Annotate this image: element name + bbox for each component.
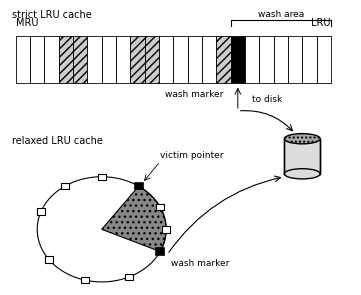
- Bar: [156, 204, 164, 210]
- Bar: [302, 37, 317, 83]
- Text: strict LRU cache: strict LRU cache: [12, 10, 92, 20]
- Text: victim pointer: victim pointer: [160, 151, 224, 160]
- Bar: [274, 37, 288, 83]
- Text: relaxed LRU cache: relaxed LRU cache: [12, 136, 103, 146]
- Bar: [162, 226, 170, 232]
- Bar: [37, 208, 45, 214]
- Bar: [159, 37, 173, 83]
- Bar: [317, 37, 331, 83]
- Bar: [98, 173, 106, 180]
- Bar: [288, 37, 302, 83]
- Bar: [30, 37, 44, 83]
- Bar: [81, 277, 89, 283]
- Bar: [44, 37, 59, 83]
- Bar: [259, 37, 274, 83]
- Ellipse shape: [284, 134, 320, 144]
- Bar: [130, 37, 145, 83]
- Bar: [59, 37, 73, 83]
- Text: MRU: MRU: [16, 18, 38, 28]
- Bar: [188, 37, 202, 83]
- Bar: [173, 37, 188, 83]
- Bar: [116, 37, 130, 83]
- Bar: [202, 37, 216, 83]
- Bar: [135, 183, 143, 189]
- Bar: [87, 37, 102, 83]
- Ellipse shape: [284, 169, 320, 179]
- Bar: [216, 37, 231, 83]
- Bar: [102, 37, 116, 83]
- Polygon shape: [102, 186, 166, 252]
- Bar: [73, 37, 87, 83]
- Bar: [125, 274, 133, 280]
- Bar: [145, 37, 159, 83]
- Bar: [245, 37, 259, 83]
- Bar: [45, 256, 53, 263]
- Text: wash marker: wash marker: [171, 259, 229, 268]
- Bar: [16, 37, 30, 83]
- Bar: [284, 139, 320, 174]
- Bar: [231, 37, 245, 83]
- Text: wash area: wash area: [258, 10, 304, 19]
- Bar: [156, 248, 164, 255]
- Text: LRU: LRU: [312, 18, 331, 28]
- Bar: [61, 183, 69, 189]
- Text: to disk: to disk: [252, 95, 282, 104]
- Text: wash marker: wash marker: [165, 90, 223, 99]
